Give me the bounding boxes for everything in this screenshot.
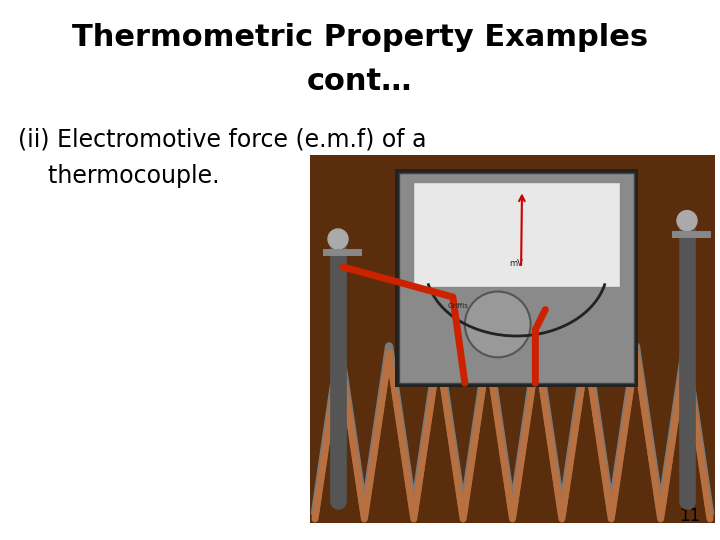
Text: (ii) Electromotive force (e.m.f) of a: (ii) Electromotive force (e.m.f) of a — [18, 128, 426, 152]
Text: Griffis: Griffis — [447, 302, 468, 308]
Bar — [399, 173, 634, 383]
Circle shape — [677, 211, 697, 231]
Text: 11: 11 — [679, 507, 700, 525]
Bar — [310, 155, 715, 523]
Text: Thermometric Property Examples: Thermometric Property Examples — [72, 24, 648, 52]
Text: cont…: cont… — [307, 68, 413, 97]
Circle shape — [465, 292, 531, 357]
Circle shape — [328, 229, 348, 249]
Text: mV: mV — [510, 259, 523, 268]
Bar — [413, 182, 620, 287]
Bar — [395, 170, 638, 387]
Text: thermocouple.: thermocouple. — [18, 164, 220, 188]
